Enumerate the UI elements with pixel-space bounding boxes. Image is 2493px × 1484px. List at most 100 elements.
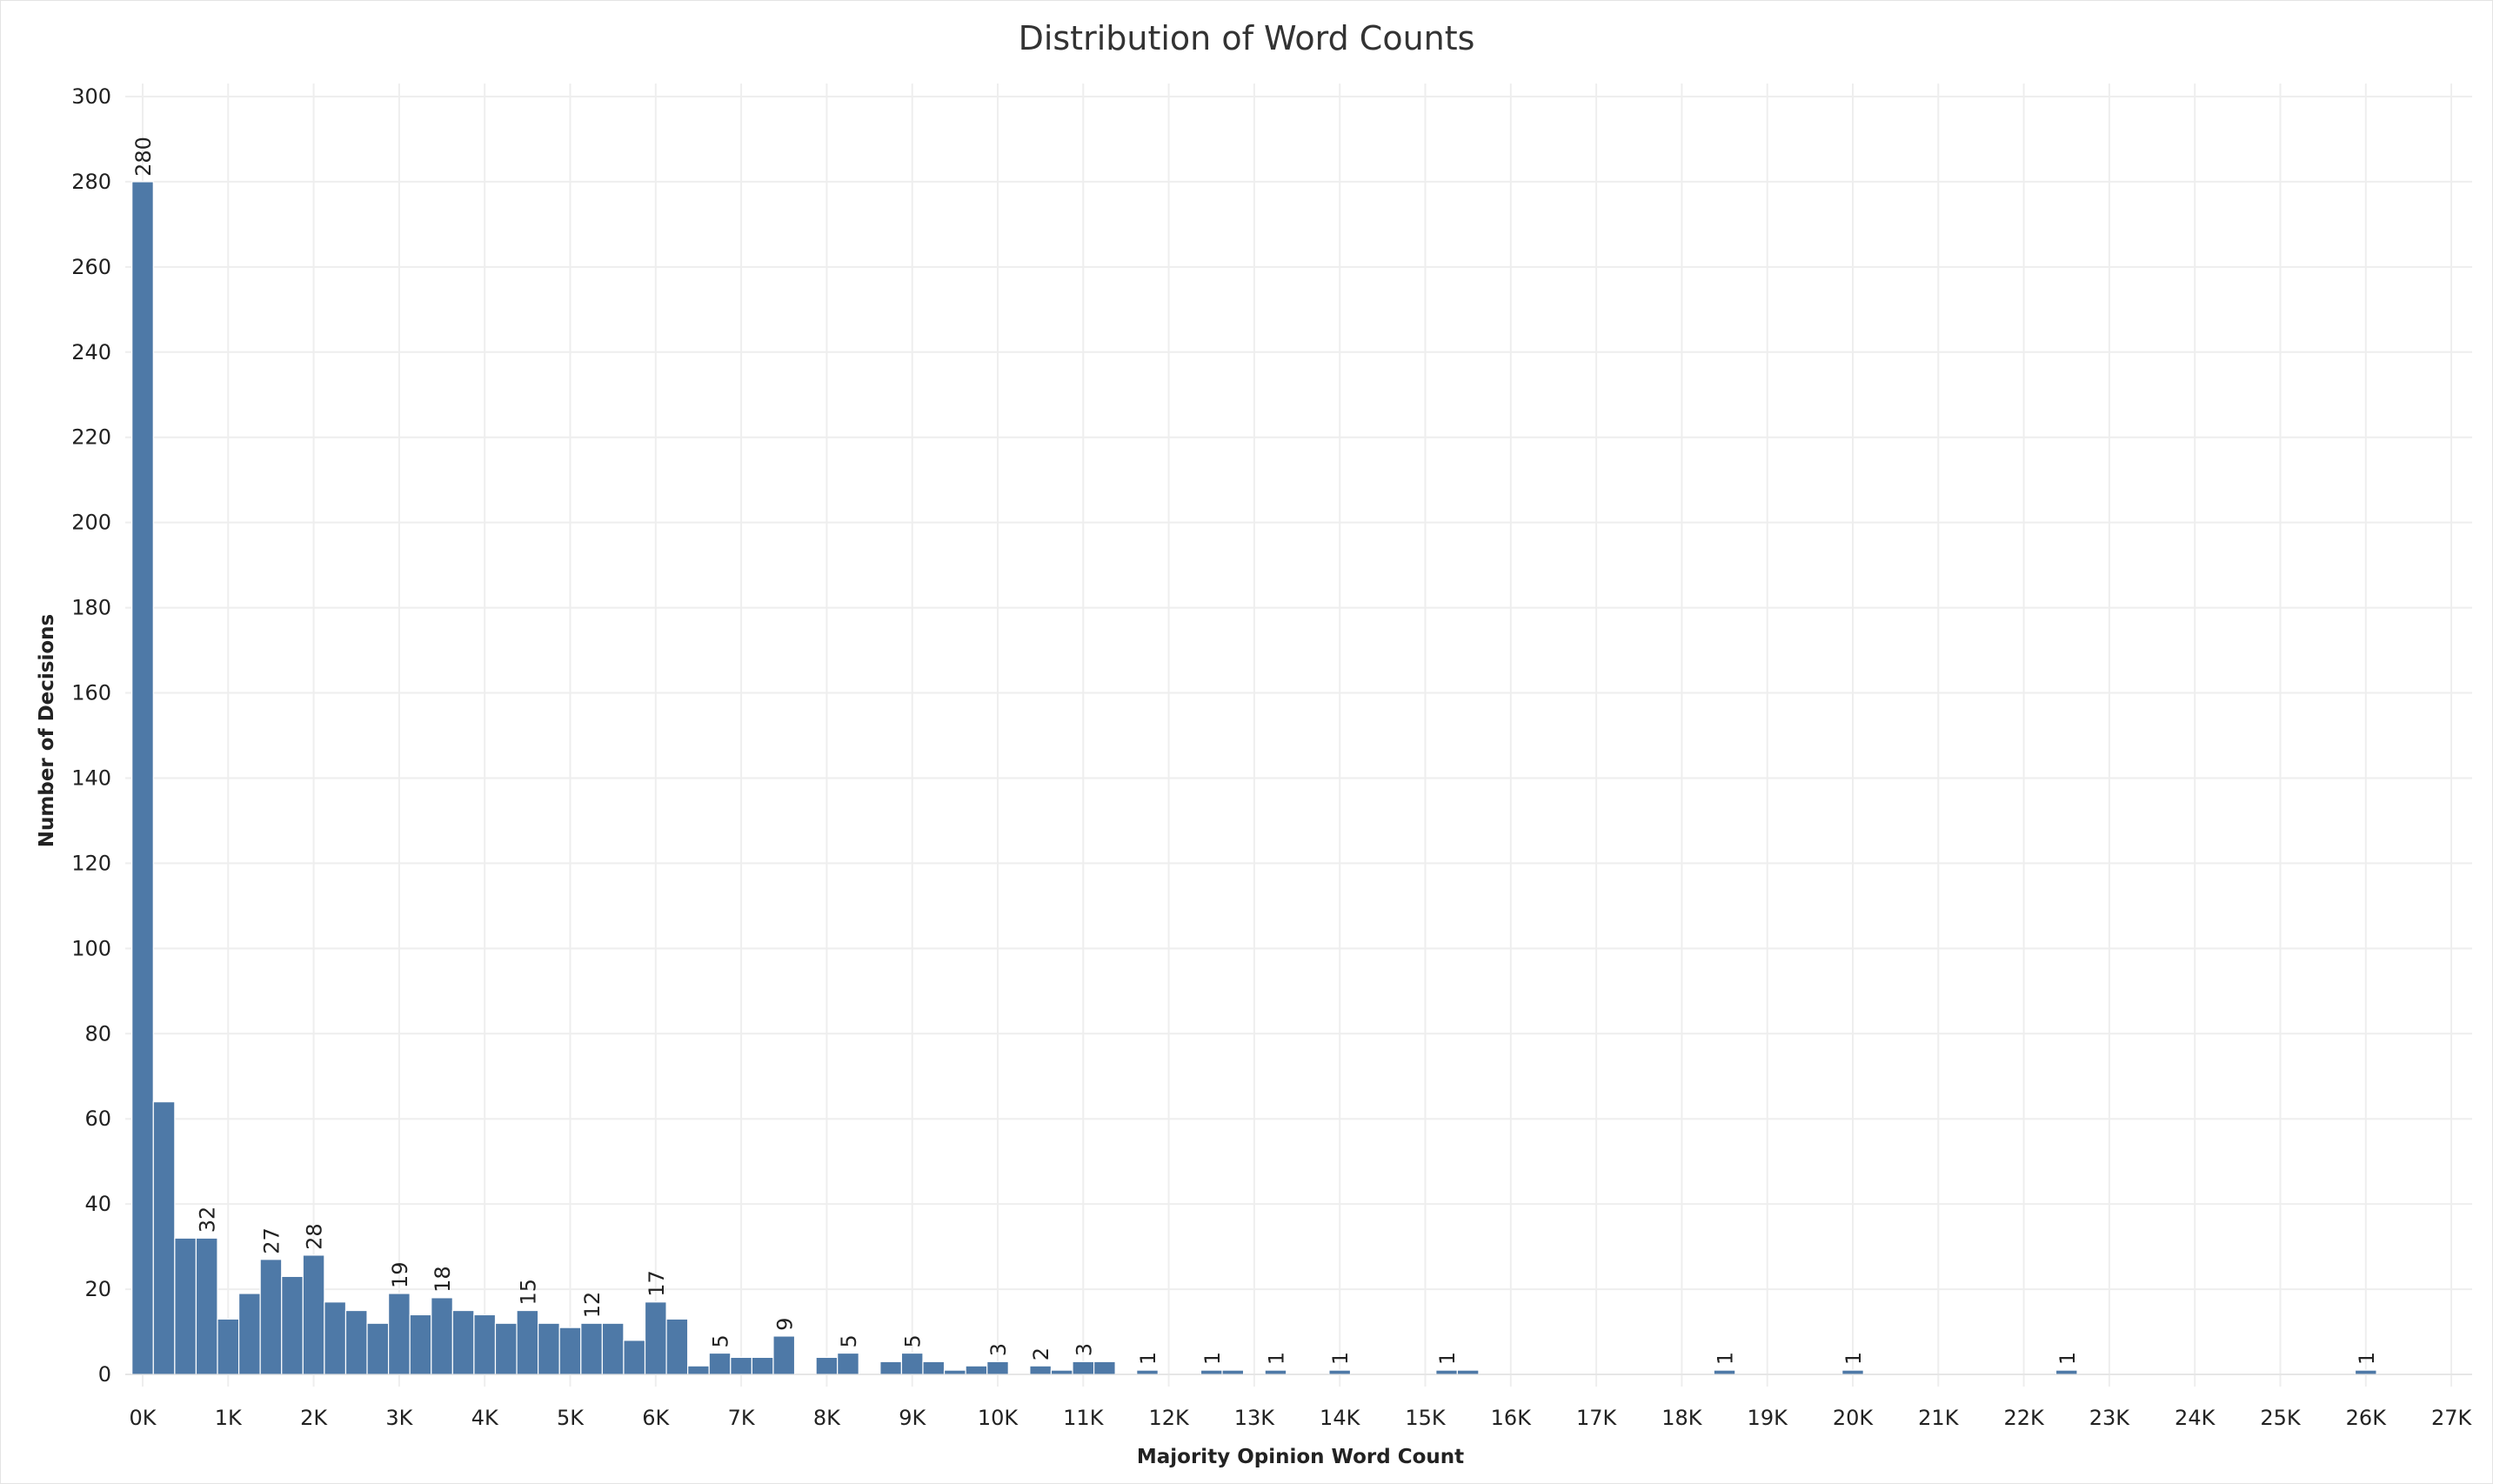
histogram-bar xyxy=(366,1322,390,1375)
histogram-bar xyxy=(409,1314,432,1375)
histogram-bar xyxy=(516,1309,539,1375)
histogram-bar xyxy=(751,1356,774,1375)
x-tick-label: 22K xyxy=(2003,1406,2045,1430)
histogram-bar xyxy=(473,1314,497,1375)
histogram-bar xyxy=(943,1369,966,1375)
x-tick-label: 23K xyxy=(2089,1406,2131,1430)
x-tick-label: 11K xyxy=(1063,1406,1105,1430)
x-tick-label: 9K xyxy=(899,1406,926,1430)
x-tick-label: 27K xyxy=(2431,1406,2473,1430)
y-tick-label: 260 xyxy=(71,255,111,279)
histogram-bar xyxy=(1713,1369,1736,1375)
bar-data-label: 19 xyxy=(388,1261,412,1288)
histogram-bar xyxy=(900,1352,924,1375)
x-tick-label: 0K xyxy=(129,1406,157,1430)
histogram-bar xyxy=(1435,1369,1458,1375)
histogram-bar xyxy=(815,1356,839,1375)
x-tick-label: 10K xyxy=(978,1406,1019,1430)
x-tick-label: 8K xyxy=(813,1406,841,1430)
histogram-bar xyxy=(344,1309,368,1375)
x-tick-label: 17K xyxy=(1576,1406,1618,1430)
bar-data-label: 17 xyxy=(645,1270,669,1297)
histogram-bar xyxy=(2354,1369,2377,1375)
bar-data-label: 3 xyxy=(1072,1343,1096,1356)
bar-data-label: 1 xyxy=(1328,1352,1353,1365)
histogram-bar xyxy=(580,1322,603,1375)
bar-data-label: 27 xyxy=(259,1227,284,1254)
chart-title: Distribution of Word Counts xyxy=(1018,19,1475,57)
histogram-bar xyxy=(623,1340,646,1375)
histogram-bar xyxy=(451,1309,475,1375)
histogram-bar xyxy=(1072,1360,1095,1375)
bar-data-label: 1 xyxy=(1841,1352,1866,1365)
histogram-bar xyxy=(558,1327,582,1375)
x-tick-label: 16K xyxy=(1491,1406,1533,1430)
bar-data-label: 18 xyxy=(431,1266,455,1293)
histogram-bar xyxy=(538,1322,560,1375)
bar-data-label: 5 xyxy=(837,1334,861,1347)
histogram-bar xyxy=(494,1322,518,1375)
histogram-bar xyxy=(879,1360,903,1375)
histogram-bar xyxy=(388,1293,411,1375)
histogram-bar xyxy=(1328,1369,1352,1375)
bar-data-label: 1 xyxy=(1435,1352,1460,1365)
histogram-bar xyxy=(324,1301,347,1375)
histogram-bar xyxy=(1841,1369,1864,1375)
bar-data-label: 12 xyxy=(580,1292,605,1319)
histogram-bar xyxy=(1029,1365,1053,1375)
histogram-bar xyxy=(259,1259,283,1375)
y-tick-label: 300 xyxy=(71,84,111,109)
bar-data-label: 28 xyxy=(303,1223,327,1250)
histogram-bar xyxy=(174,1237,197,1375)
x-tick-label: 20K xyxy=(1833,1406,1875,1430)
x-tick-label: 6K xyxy=(642,1406,670,1430)
bar-data-label: 32 xyxy=(196,1207,220,1233)
bar-data-label: 2 xyxy=(1029,1347,1053,1360)
x-tick-label: 12K xyxy=(1148,1406,1190,1430)
bar-data-label: 1 xyxy=(1200,1352,1225,1365)
histogram-bar xyxy=(431,1297,453,1375)
histogram-bar xyxy=(131,181,154,1375)
histogram-bar xyxy=(2055,1369,2078,1375)
histogram-bar xyxy=(665,1318,689,1375)
histogram-bar xyxy=(1050,1369,1073,1375)
bar-data-label: 5 xyxy=(709,1334,733,1347)
histogram-bar xyxy=(772,1335,796,1375)
bar-data-label: 3 xyxy=(986,1343,1011,1356)
y-tick-label: 280 xyxy=(71,170,111,194)
y-tick-label: 0 xyxy=(98,1362,111,1387)
x-tick-label: 19K xyxy=(1748,1406,1789,1430)
histogram-bar xyxy=(237,1293,261,1375)
histogram-bar xyxy=(922,1360,946,1375)
bar-data-label: 15 xyxy=(516,1279,540,1306)
histogram-bar xyxy=(1136,1369,1159,1375)
x-tick-label: 14K xyxy=(1320,1406,1361,1430)
histogram-bar xyxy=(1200,1369,1223,1375)
bar-data-label: 5 xyxy=(901,1334,926,1347)
histogram-bar xyxy=(837,1352,859,1375)
bar-data-label: 1 xyxy=(2355,1352,2379,1365)
x-tick-label: 2K xyxy=(300,1406,328,1430)
x-tick-label: 24K xyxy=(2175,1406,2216,1430)
x-tick-label: 15K xyxy=(1405,1406,1447,1430)
x-tick-label: 1K xyxy=(215,1406,243,1430)
bar-data-label: 280 xyxy=(131,137,156,177)
x-axis-label: Majority Opinion Word Count xyxy=(1136,1446,1465,1468)
y-tick-label: 160 xyxy=(71,681,111,705)
histogram-bar xyxy=(601,1322,625,1375)
y-tick-label: 240 xyxy=(71,340,111,364)
histogram-bar xyxy=(965,1365,988,1375)
bar-data-label: 1 xyxy=(1136,1352,1160,1365)
histogram-bar xyxy=(986,1360,1009,1375)
x-tick-label: 7K xyxy=(728,1406,756,1430)
x-tick-label: 18K xyxy=(1661,1406,1703,1430)
y-tick-label: 180 xyxy=(71,596,111,620)
histogram-bar xyxy=(1456,1369,1480,1375)
histogram-bar xyxy=(687,1365,710,1375)
bar-data-label: 1 xyxy=(1714,1352,1738,1365)
y-tick-label: 220 xyxy=(71,425,111,450)
histogram-bar xyxy=(217,1318,240,1375)
x-tick-label: 25K xyxy=(2260,1406,2302,1430)
histogram-bar xyxy=(730,1356,752,1375)
histogram-bar xyxy=(1093,1360,1116,1375)
